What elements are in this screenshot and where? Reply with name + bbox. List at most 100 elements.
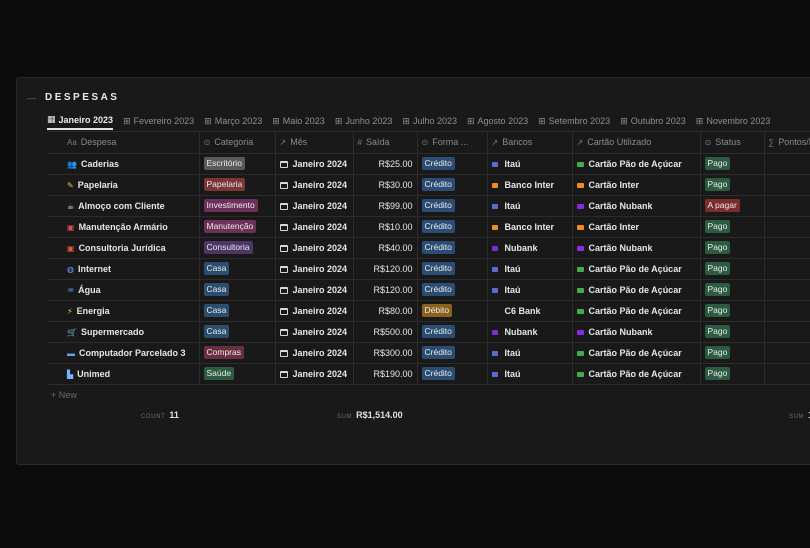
column-header-forma[interactable]: ⊙ Forma ... (417, 132, 488, 154)
cell-forma[interactable]: Débito (417, 300, 488, 322)
tab-view[interactable]: ⊞ Outubro 2023 (620, 112, 686, 130)
cell-mes[interactable]: Janeiro 2024 (275, 216, 354, 238)
cell-banco[interactable]: Nubank (487, 237, 573, 259)
cell-categoria[interactable]: Casa (199, 300, 276, 322)
cell-forma[interactable]: Crédito (417, 195, 488, 217)
table-row[interactable]: ✎ Papelaria Papelaria Janeiro 2024 R$30.00 Cr… (47, 174, 810, 196)
column-header-saida[interactable]: # Saída (353, 132, 418, 154)
cell-despesa[interactable]: 👥 Caderias (47, 153, 200, 175)
cell-pontos[interactable] (764, 216, 810, 238)
cell-cartao[interactable]: Cartão Inter (572, 174, 701, 196)
cell-forma[interactable]: Crédito (417, 153, 488, 175)
cell-forma[interactable]: Crédito (417, 279, 488, 301)
cell-mes[interactable]: Janeiro 2024 (275, 279, 354, 301)
cell-pontos[interactable] (764, 237, 810, 259)
cell-pontos[interactable] (764, 342, 810, 364)
cell-mes[interactable]: Janeiro 2024 (275, 258, 354, 280)
cell-pontos[interactable] (764, 300, 810, 322)
cell-status[interactable]: Pago (700, 153, 765, 175)
cell-status[interactable]: Pago (700, 342, 765, 364)
cell-mes[interactable]: Janeiro 2024 (275, 363, 354, 385)
cell-banco[interactable]: Itaú (487, 279, 573, 301)
cell-mes[interactable]: Janeiro 2024 (275, 342, 354, 364)
toggle-icon[interactable]: — (27, 92, 36, 103)
tab-view[interactable]: ⊞ Julho 2023 (402, 112, 457, 130)
cell-cartao[interactable]: Cartão Pão de Açúcar (572, 153, 701, 175)
table-row[interactable]: ▬ Computador Parcelado 3 Compras Janeiro 20… (47, 342, 810, 364)
cell-mes[interactable]: Janeiro 2024 (275, 300, 354, 322)
cell-despesa[interactable]: ⚡ Energia (47, 300, 200, 322)
cell-forma[interactable]: Crédito (417, 363, 488, 385)
cell-banco[interactable]: Itaú (487, 153, 573, 175)
sum-calculation-pontos[interactable]: SUM1 (789, 410, 810, 420)
cell-mes[interactable]: Janeiro 2024 (275, 174, 354, 196)
cell-saida[interactable]: R$300.00 (353, 342, 418, 364)
new-row-button[interactable]: + New (51, 390, 77, 400)
tab-view[interactable]: ⊞ Março 2023 (204, 112, 262, 130)
cell-despesa[interactable]: ♒ Água (47, 279, 200, 301)
cell-banco[interactable]: Banco Inter (487, 216, 573, 238)
table-row[interactable]: ▣ Manutenção Armário Manutenção Janeiro 202… (47, 216, 810, 238)
tab-view[interactable]: ▦ Janeiro 2023 (47, 112, 114, 130)
cell-saida[interactable]: R$80.00 (353, 300, 418, 322)
cell-forma[interactable]: Crédito (417, 258, 488, 280)
cell-categoria[interactable]: Escritório (199, 153, 276, 175)
cell-saida[interactable]: R$40.00 (353, 237, 418, 259)
cell-categoria[interactable]: Manutenção (199, 216, 276, 238)
column-header-status[interactable]: ⊙ Status (700, 132, 765, 154)
column-header-mes[interactable]: ↗ Mês (275, 132, 354, 154)
cell-saida[interactable]: R$10.00 (353, 216, 418, 238)
cell-saida[interactable]: R$500.00 (353, 321, 418, 343)
cell-despesa[interactable]: 🛒 Supermercado (47, 321, 200, 343)
cell-pontos[interactable] (764, 174, 810, 196)
column-header-pontos[interactable]: ∑Pontos/Milha (764, 132, 810, 154)
column-header-cartao[interactable]: ↗ Cartão Utilizado (572, 132, 701, 154)
cell-cartao[interactable]: Cartão Pão de Açúcar (572, 342, 701, 364)
cell-categoria[interactable]: Investimento (199, 195, 276, 217)
tab-view[interactable]: ⊞ Fevereiro 2023 (123, 112, 194, 130)
cell-categoria[interactable]: Casa (199, 258, 276, 280)
cell-saida[interactable]: R$25.00 (353, 153, 418, 175)
cell-status[interactable]: A pagar (700, 195, 765, 217)
cell-mes[interactable]: Janeiro 2024 (275, 195, 354, 217)
cell-categoria[interactable]: Papelaria (199, 174, 276, 196)
table-row[interactable]: ☕ Almoço com Cliente Investimento Janeiro 2… (47, 195, 810, 217)
cell-pontos[interactable] (764, 258, 810, 280)
cell-despesa[interactable]: ☕ Almoço com Cliente (47, 195, 200, 217)
count-calculation[interactable]: COUNT 11 (141, 410, 179, 420)
cell-categoria[interactable]: Consultoria (199, 237, 276, 259)
cell-banco[interactable]: Banco Inter (487, 174, 573, 196)
tab-view[interactable]: ⊞ Setembro 2023 (538, 112, 610, 130)
cell-cartao[interactable]: Cartão Pão de Açúcar (572, 300, 701, 322)
cell-saida[interactable]: R$120.00 (353, 279, 418, 301)
cell-status[interactable]: Pago (700, 300, 765, 322)
cell-status[interactable]: Pago (700, 363, 765, 385)
cell-despesa[interactable]: ▣ Manutenção Armário (47, 216, 200, 238)
table-row[interactable]: 🛒 Supermercado Casa Janeiro 2024 R$500.00 Cré… (47, 321, 810, 343)
column-header-categoria[interactable]: ⊙ Categoria (199, 132, 276, 154)
cell-banco[interactable]: Itaú (487, 195, 573, 217)
cell-forma[interactable]: Crédito (417, 342, 488, 364)
cell-despesa[interactable]: ▙ Unimed (47, 363, 200, 385)
tab-view[interactable]: ⊞ Maio 2023 (272, 112, 325, 130)
cell-despesa[interactable]: ✎ Papelaria (47, 174, 200, 196)
cell-mes[interactable]: Janeiro 2024 (275, 237, 354, 259)
column-header-bancos[interactable]: ↗ Bancos (487, 132, 573, 154)
cell-banco[interactable]: Itaú (487, 363, 573, 385)
cell-categoria[interactable]: Compras (199, 342, 276, 364)
cell-saida[interactable]: R$30.00 (353, 174, 418, 196)
sum-calculation[interactable]: SUM R$1,514.00 (337, 410, 403, 420)
cell-forma[interactable]: Crédito (417, 174, 488, 196)
cell-saida[interactable]: R$190.00 (353, 363, 418, 385)
cell-cartao[interactable]: Cartão Nubank (572, 237, 701, 259)
table-row[interactable]: ◍ Internet Casa Janeiro 2024 R$120.00 Crédito… (47, 258, 810, 280)
cell-status[interactable]: Pago (700, 321, 765, 343)
cell-categoria[interactable]: Saúde (199, 363, 276, 385)
cell-banco[interactable]: Nubank (487, 321, 573, 343)
tab-view[interactable]: ⊞ Junho 2023 (335, 112, 393, 130)
cell-despesa[interactable]: ◍ Internet (47, 258, 200, 280)
table-row[interactable]: ♒ Água Casa Janeiro 2024 R$120.00 Crédito Itaú… (47, 279, 810, 301)
cell-status[interactable]: Pago (700, 258, 765, 280)
cell-pontos[interactable] (764, 153, 810, 175)
cell-categoria[interactable]: Casa (199, 321, 276, 343)
